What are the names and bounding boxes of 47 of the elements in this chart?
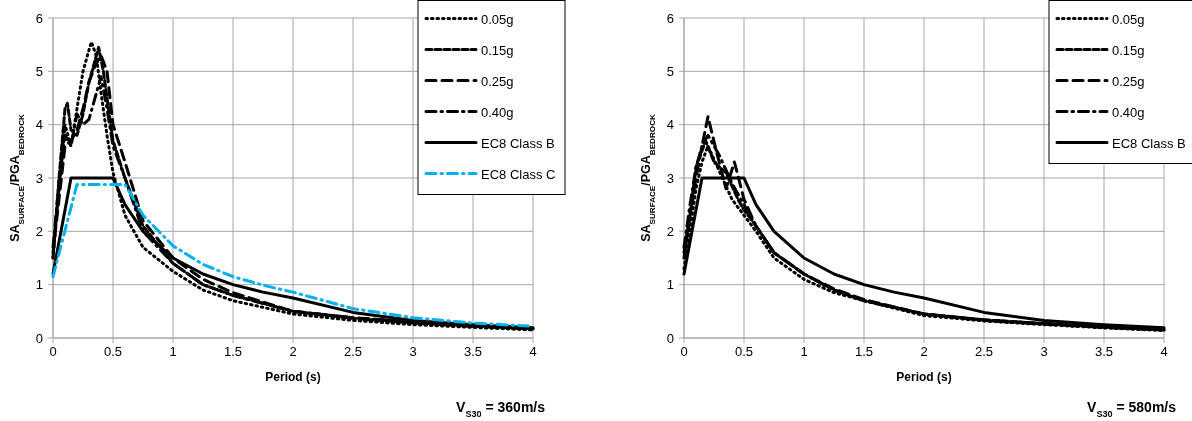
x-tick-label: 1 [169,344,177,359]
text: V$_{S30}$ = 580m/s [1087,399,1177,419]
x-tick-label: 3.5 [463,344,483,359]
x-tick-label: 3 [409,344,417,359]
x-axis-title: Period (s) [265,370,321,384]
legend-label: 0.05g [1112,11,1145,27]
y-tick-label: 5 [35,63,43,79]
legend-label: EC8 Class B [481,135,555,151]
x-tick-label: 4 [529,344,537,359]
legend-label: 0.25g [1112,73,1145,89]
legend-label: 0.40g [481,104,514,120]
x-tick-label: 2.5 [974,344,994,359]
y-tick-label: 0 [35,330,43,346]
x-tick-label: 2 [289,344,297,359]
y-tick-label: 5 [666,63,674,79]
y-tick-label: 0 [666,330,674,346]
x-tick-label: 2.5 [343,344,363,359]
legend-label: 0.25g [481,73,514,89]
x-axis-title: Period (s) [896,370,952,384]
y-tick-label: 2 [35,223,43,239]
x-tick-label: 1 [800,344,808,359]
x-tick-label: 4 [1160,344,1168,359]
y-tick-label: 6 [35,10,43,26]
x-tick-label: 2 [920,344,928,359]
y-tick-label: 4 [666,117,674,133]
y-tick-label: 3 [666,170,674,186]
x-tick-label: 3.5 [1094,344,1114,359]
legend-label: 0.40g [1112,104,1145,120]
x-tick-label: 0 [680,344,688,359]
text: V$_{S30}$ = 360m/s [456,399,546,419]
x-tick-label: 3 [1040,344,1048,359]
legend-label: 0.15g [1112,42,1145,58]
y-tick-label: 1 [666,277,674,293]
x-tick-label: 0.5 [103,344,123,359]
legend-label: EC8 Class B [1112,135,1186,151]
legend-label: 0.15g [481,42,514,58]
y-tick-label: 1 [35,277,43,293]
y-tick-label: 6 [666,10,674,26]
x-tick-label: 0.5 [734,344,754,359]
legend-label: 0.05g [481,11,514,27]
y-tick-label: 4 [35,117,43,133]
x-tick-label: 1.5 [854,344,874,359]
x-tick-label: 1.5 [223,344,243,359]
y-tick-label: 3 [35,170,43,186]
y-tick-label: 2 [666,223,674,239]
legend-label: EC8 Class C [481,166,556,182]
x-tick-label: 0 [49,344,57,359]
